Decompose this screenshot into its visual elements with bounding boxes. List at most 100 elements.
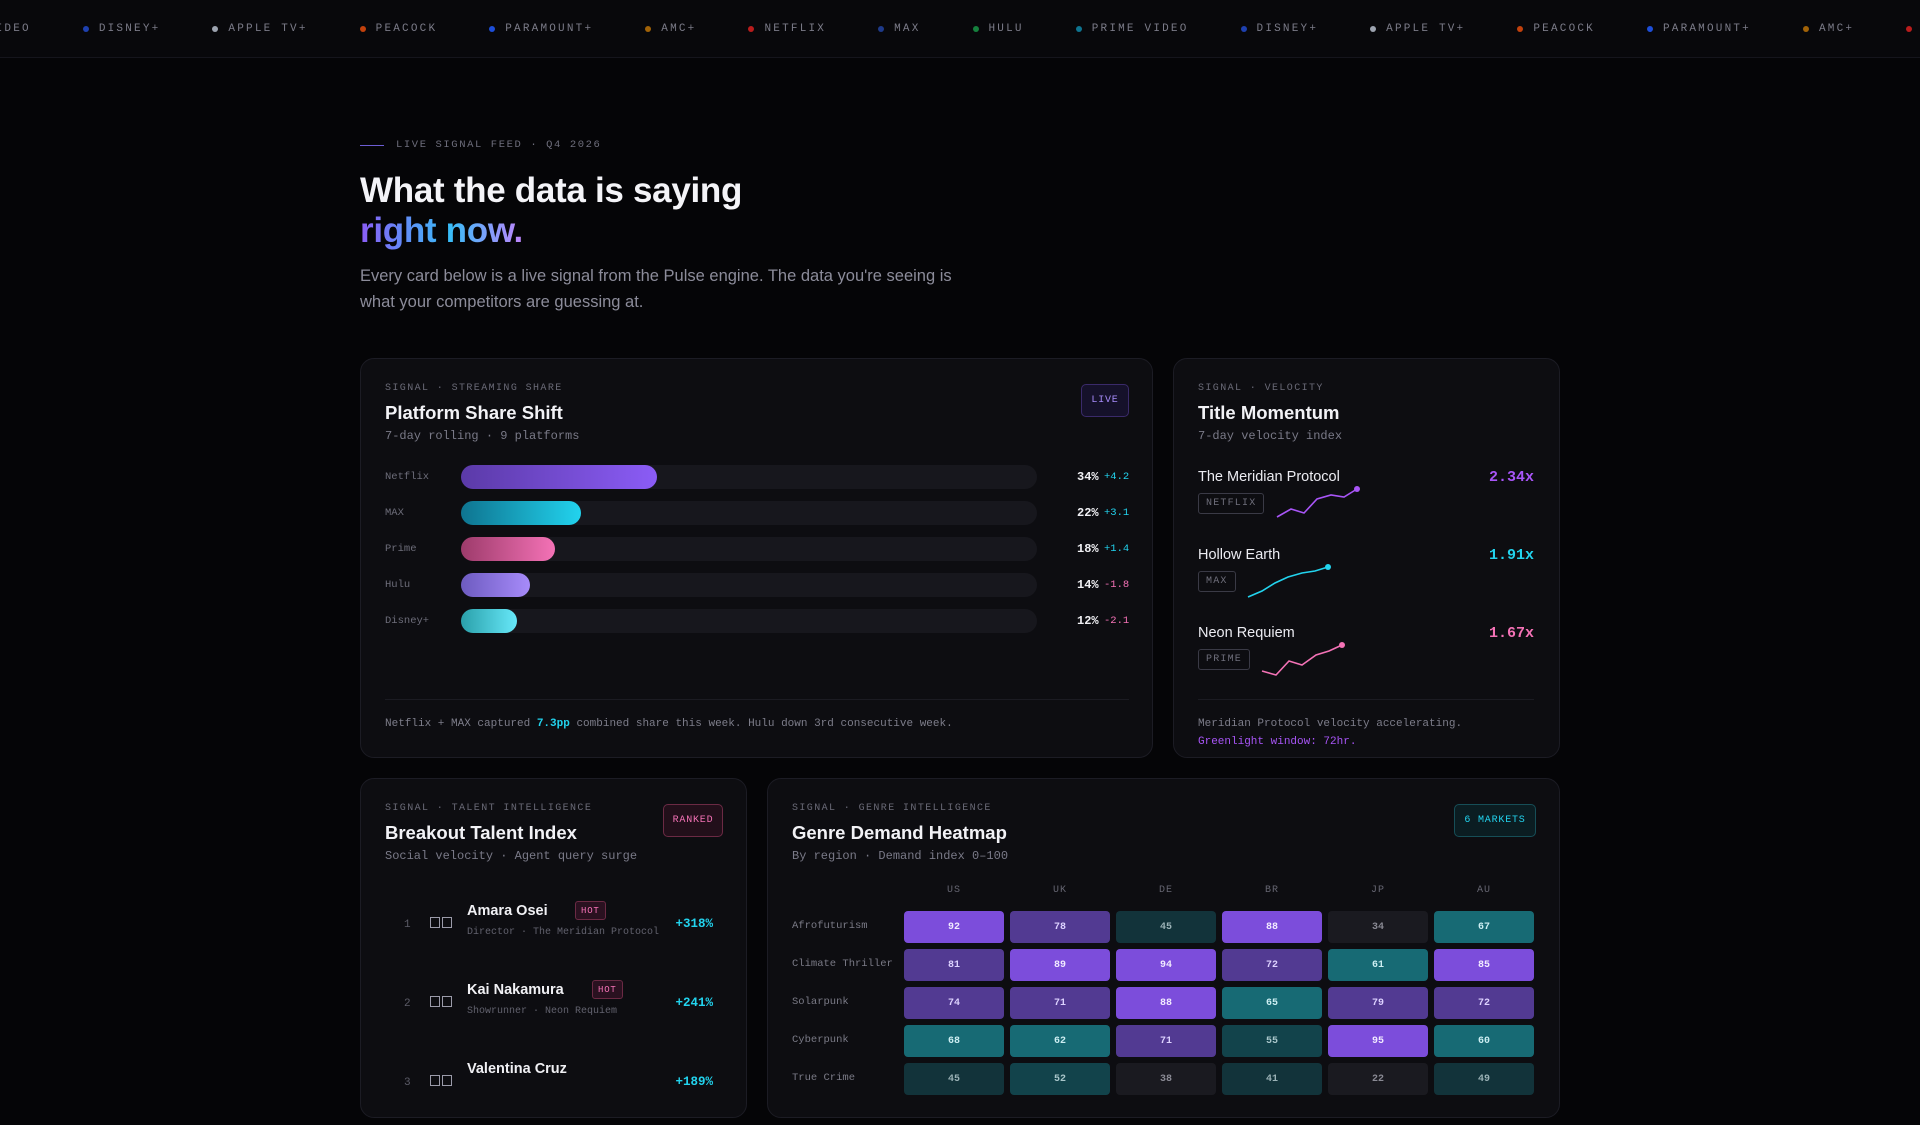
status-dot-icon bbox=[1802, 26, 1809, 32]
ticker-label: APPLE TV+ bbox=[1386, 23, 1466, 35]
share-row: Netflix 34% +4.2 bbox=[385, 465, 1129, 489]
card-kicker: SIGNAL · TALENT INTELLIGENCE bbox=[385, 803, 593, 814]
heatmap-cell[interactable]: 88 bbox=[1222, 911, 1322, 943]
share-row: MAX 22% +3.1 bbox=[385, 501, 1129, 525]
heatmap-cell[interactable]: 71 bbox=[1116, 1025, 1216, 1057]
momentum-item[interactable]: The Meridian Protocol 2.34x NETFLIX bbox=[1198, 469, 1534, 539]
status-dot-icon bbox=[82, 26, 89, 32]
heatmap-cell[interactable]: 61 bbox=[1328, 949, 1428, 981]
share-label: Prime bbox=[385, 543, 417, 555]
heatmap-row-label: Climate Thriller bbox=[792, 958, 893, 970]
heatmap-cell[interactable]: 34 bbox=[1328, 911, 1428, 943]
note-text-end: combined share this week. Hulu down 3rd … bbox=[569, 718, 953, 730]
heatmap-cell[interactable]: 85 bbox=[1434, 949, 1534, 981]
ticker-item: AMC+ bbox=[1802, 0, 1854, 57]
genre-heatmap-card: SIGNAL · GENRE INTELLIGENCE Genre Demand… bbox=[767, 778, 1560, 1118]
heatmap-cell[interactable]: 68 bbox=[904, 1025, 1004, 1057]
heatmap-cell[interactable]: 67 bbox=[1434, 911, 1534, 943]
momentum-item[interactable]: Hollow Earth 1.91x MAX bbox=[1198, 547, 1534, 617]
heatmap-column-header: JP bbox=[1370, 885, 1385, 896]
share-track bbox=[461, 609, 1037, 633]
momentum-title: Hollow Earth bbox=[1198, 547, 1281, 563]
share-value: 22% bbox=[1077, 506, 1099, 520]
card-kicker: SIGNAL · VELOCITY bbox=[1198, 383, 1324, 394]
card-subtitle: 7-day velocity index bbox=[1198, 429, 1343, 443]
status-dot-icon bbox=[1517, 26, 1524, 32]
heatmap-cell[interactable]: 74 bbox=[904, 987, 1004, 1019]
card-title: Title Momentum bbox=[1198, 402, 1340, 423]
heatmap-cell[interactable]: 72 bbox=[1222, 949, 1322, 981]
heatmap-cell[interactable]: 60 bbox=[1434, 1025, 1534, 1057]
avatar-glyph bbox=[430, 917, 440, 928]
talent-row[interactable]: 3 Valentina Cruz +189% bbox=[385, 1059, 725, 1119]
talent-row[interactable]: 2 Kai Nakamura HOT Showrunner · Neon Requie… bbox=[385, 980, 725, 1040]
ticker-item: PARAMOUNT+ bbox=[1646, 0, 1751, 57]
sparkline-endpoint bbox=[1325, 564, 1331, 570]
heatmap-cell[interactable]: 92 bbox=[904, 911, 1004, 943]
title-momentum-card: SIGNAL · VELOCITY Title Momentum 7-day v… bbox=[1173, 358, 1560, 758]
share-label: MAX bbox=[385, 507, 404, 519]
ticker-item: PEACOCK bbox=[1517, 0, 1595, 57]
heatmap-cell[interactable]: 38 bbox=[1116, 1063, 1216, 1095]
share-value: 34% bbox=[1077, 470, 1099, 484]
momentum-title: Neon Requiem bbox=[1198, 625, 1295, 641]
card-subtitle: By region · Demand index 0–100 bbox=[792, 849, 1009, 863]
ticker-label: PEACOCK bbox=[1533, 23, 1595, 35]
heatmap-cell[interactable]: 41 bbox=[1222, 1063, 1322, 1095]
platform-share-card: SIGNAL · STREAMING SHARE Platform Share … bbox=[360, 358, 1153, 758]
card-divider bbox=[1198, 699, 1534, 700]
heatmap-cell[interactable]: 62 bbox=[1010, 1025, 1110, 1057]
heatmap-cell[interactable]: 45 bbox=[904, 1063, 1004, 1095]
avatar-icon bbox=[430, 996, 452, 1007]
heatmap-cell[interactable]: 55 bbox=[1222, 1025, 1322, 1057]
share-bar bbox=[461, 537, 555, 561]
heatmap-row-label: Solarpunk bbox=[792, 996, 849, 1008]
ticker-track: PRIME VIDEO DISNEY+ APPLE TV+ PEACOCK PARAMO… bbox=[0, 0, 1920, 57]
share-delta: -1.8 bbox=[1104, 579, 1130, 591]
heatmap-cell[interactable]: 81 bbox=[904, 949, 1004, 981]
heatmap-cell[interactable]: 94 bbox=[1116, 949, 1216, 981]
heatmap-cell[interactable]: 65 bbox=[1222, 987, 1322, 1019]
ticker-item: PRIME VIDEO bbox=[0, 0, 31, 57]
ranked-badge: RANKED bbox=[663, 804, 723, 837]
avatar-glyph bbox=[430, 1075, 440, 1086]
heatmap-cell[interactable]: 71 bbox=[1010, 987, 1110, 1019]
talent-row[interactable]: 1 Amara Osei HOT Director · The Meridian Pr… bbox=[385, 901, 725, 961]
heatmap-cell[interactable]: 49 bbox=[1434, 1063, 1534, 1095]
heatmap-cell[interactable]: 22 bbox=[1328, 1063, 1428, 1095]
ticker-label: PRIME VIDEO bbox=[0, 23, 31, 35]
share-row: Hulu 14% -1.8 bbox=[385, 573, 1129, 597]
heatmap-cell[interactable]: 45 bbox=[1116, 911, 1216, 943]
heatmap-cell[interactable]: 52 bbox=[1010, 1063, 1110, 1095]
status-dot-icon bbox=[645, 26, 652, 32]
heatmap-cell[interactable]: 79 bbox=[1328, 987, 1428, 1019]
ticker-label: AMC+ bbox=[661, 23, 697, 35]
heatmap-cell[interactable]: 95 bbox=[1328, 1025, 1428, 1057]
ticker-label: MAX bbox=[894, 23, 921, 35]
platform-tag: PRIME bbox=[1198, 649, 1251, 670]
talent-name: Kai Nakamura bbox=[467, 982, 564, 998]
avatar-glyph bbox=[442, 917, 452, 928]
avatar-icon bbox=[430, 917, 452, 928]
status-dot-icon bbox=[1906, 26, 1913, 32]
ticker-item: PARAMOUNT+ bbox=[489, 0, 593, 57]
heatmap-cell[interactable]: 89 bbox=[1010, 949, 1110, 981]
page-title: What the data is saying right now. bbox=[360, 171, 1080, 251]
heatmap-row-label: True Crime bbox=[792, 1072, 856, 1084]
ticker-item: APPLE TV+ bbox=[1370, 0, 1466, 57]
talent-change: +318% bbox=[675, 917, 713, 931]
heatmap-column-header: US bbox=[946, 885, 961, 896]
heatmap-cell[interactable]: 72 bbox=[1434, 987, 1534, 1019]
share-delta: +3.1 bbox=[1104, 507, 1130, 519]
hero-eyebrow: LIVE SIGNAL FEED · Q4 2026 bbox=[360, 139, 1080, 151]
live-badge: LIVE bbox=[1081, 384, 1129, 417]
card-title: Genre Demand Heatmap bbox=[792, 822, 1007, 843]
heatmap-cell[interactable]: 88 bbox=[1116, 987, 1216, 1019]
card-kicker: SIGNAL · GENRE INTELLIGENCE bbox=[792, 803, 992, 814]
talent-project: Neon Requiem bbox=[545, 1006, 618, 1017]
ticker-label: HULU bbox=[988, 23, 1024, 35]
share-delta: +4.2 bbox=[1104, 471, 1130, 483]
share-bar bbox=[461, 465, 657, 489]
heatmap-cell[interactable]: 78 bbox=[1010, 911, 1110, 943]
momentum-item[interactable]: Neon Requiem 1.67x PRIME bbox=[1198, 625, 1534, 695]
